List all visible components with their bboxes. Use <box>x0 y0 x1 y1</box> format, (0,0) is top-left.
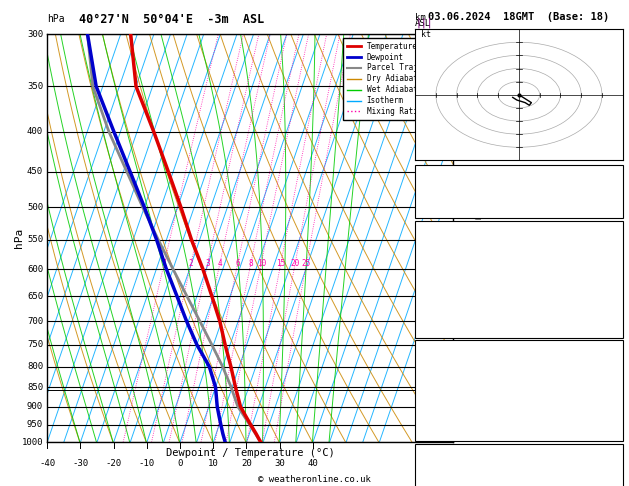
Text: 24.3: 24.3 <box>596 241 620 251</box>
Text: Dewp (°C): Dewp (°C) <box>418 257 471 267</box>
Text: LCL: LCL <box>455 382 471 392</box>
Text: CIN (J): CIN (J) <box>418 424 459 434</box>
Text: ASL: ASL <box>415 19 431 28</box>
Text: 1000: 1000 <box>21 438 43 447</box>
Text: 15: 15 <box>276 259 286 268</box>
Text: 550: 550 <box>27 235 43 244</box>
Text: 800: 800 <box>27 362 43 371</box>
Text: EH: EH <box>418 464 430 474</box>
Text: 30: 30 <box>274 459 285 468</box>
Text: 850: 850 <box>27 382 43 392</box>
Text: 7: 7 <box>455 127 460 136</box>
Text: Mixing Ratio (g/kg): Mixing Ratio (g/kg) <box>473 187 482 289</box>
X-axis label: Dewpoint / Temperature (°C): Dewpoint / Temperature (°C) <box>165 448 335 458</box>
Text: 3: 3 <box>455 317 460 326</box>
Text: 323: 323 <box>602 273 620 283</box>
Text: 0: 0 <box>614 305 620 315</box>
Text: 0: 0 <box>614 424 620 434</box>
Text: CIN (J): CIN (J) <box>418 321 459 331</box>
Text: 400: 400 <box>27 127 43 136</box>
Text: 8: 8 <box>248 259 253 268</box>
Text: 0: 0 <box>177 459 183 468</box>
Text: Hodograph: Hodograph <box>493 448 545 458</box>
Text: 25: 25 <box>302 259 311 268</box>
Text: 1017: 1017 <box>596 360 620 370</box>
Text: SREH: SREH <box>418 480 442 486</box>
Text: -10: -10 <box>139 459 155 468</box>
Text: 44: 44 <box>608 185 620 195</box>
Text: Temp (°C): Temp (°C) <box>418 241 471 251</box>
Text: 8: 8 <box>455 82 460 91</box>
Text: 2: 2 <box>455 362 460 371</box>
Text: hPa: hPa <box>47 15 65 24</box>
Text: 40: 40 <box>308 459 318 468</box>
Text: θₑ(K): θₑ(K) <box>418 273 448 283</box>
Text: CAPE (J): CAPE (J) <box>418 305 465 315</box>
Text: 350: 350 <box>27 82 43 91</box>
Text: CAPE (J): CAPE (J) <box>418 408 465 418</box>
Text: 2.55: 2.55 <box>596 201 620 211</box>
Text: -20: -20 <box>106 459 121 468</box>
Text: 123: 123 <box>602 464 620 474</box>
Text: 1: 1 <box>455 402 460 411</box>
Text: 650: 650 <box>27 292 43 301</box>
Text: 03.06.2024  18GMT  (Base: 18): 03.06.2024 18GMT (Base: 18) <box>428 12 610 22</box>
Text: 1: 1 <box>614 289 620 299</box>
Text: 2: 2 <box>189 259 193 268</box>
Text: 900: 900 <box>27 402 43 411</box>
Text: 6: 6 <box>455 203 460 212</box>
Text: 1: 1 <box>614 392 620 402</box>
Text: 10: 10 <box>257 259 266 268</box>
Text: 750: 750 <box>27 340 43 349</box>
Text: PW (cm): PW (cm) <box>418 201 459 211</box>
Text: kt: kt <box>421 30 431 39</box>
Text: Totals Totals: Totals Totals <box>418 185 494 195</box>
Legend: Temperature, Dewpoint, Parcel Trajectory, Dry Adiabat, Wet Adiabat, Isotherm, Mi: Temperature, Dewpoint, Parcel Trajectory… <box>343 38 449 120</box>
Text: 25: 25 <box>608 169 620 179</box>
Text: 10: 10 <box>208 459 219 468</box>
Text: 600: 600 <box>27 264 43 274</box>
Text: K: K <box>418 169 424 179</box>
Text: 950: 950 <box>27 420 43 429</box>
Text: 0: 0 <box>614 321 620 331</box>
Text: 20: 20 <box>241 459 252 468</box>
Text: Surface: Surface <box>498 225 540 235</box>
Text: 300: 300 <box>27 30 43 38</box>
Text: Lifted Index: Lifted Index <box>418 289 489 299</box>
Text: 40°27'N  50°04'E  -3m  ASL: 40°27'N 50°04'E -3m ASL <box>79 13 264 26</box>
Text: -30: -30 <box>72 459 89 468</box>
Text: -40: -40 <box>39 459 55 468</box>
Text: km: km <box>415 13 426 21</box>
Text: 450: 450 <box>27 167 43 176</box>
Text: 500: 500 <box>27 203 43 212</box>
Text: 121: 121 <box>602 480 620 486</box>
Text: Lifted Index: Lifted Index <box>418 392 489 402</box>
Text: θₑ (K): θₑ (K) <box>418 376 454 386</box>
Text: hPa: hPa <box>14 228 24 248</box>
Text: Most Unstable: Most Unstable <box>481 344 557 354</box>
Text: 13.6: 13.6 <box>596 257 620 267</box>
Text: |||: ||| <box>415 17 433 28</box>
Text: 20: 20 <box>291 259 300 268</box>
Text: 3: 3 <box>205 259 210 268</box>
Text: 4: 4 <box>218 259 222 268</box>
Text: 323: 323 <box>602 376 620 386</box>
Text: Pressure (mb): Pressure (mb) <box>418 360 494 370</box>
Text: 1: 1 <box>162 259 167 268</box>
Text: © weatheronline.co.uk: © weatheronline.co.uk <box>258 474 371 484</box>
Text: 700: 700 <box>27 317 43 326</box>
Text: 4: 4 <box>455 264 460 274</box>
Text: 0: 0 <box>614 408 620 418</box>
Text: 6: 6 <box>235 259 240 268</box>
